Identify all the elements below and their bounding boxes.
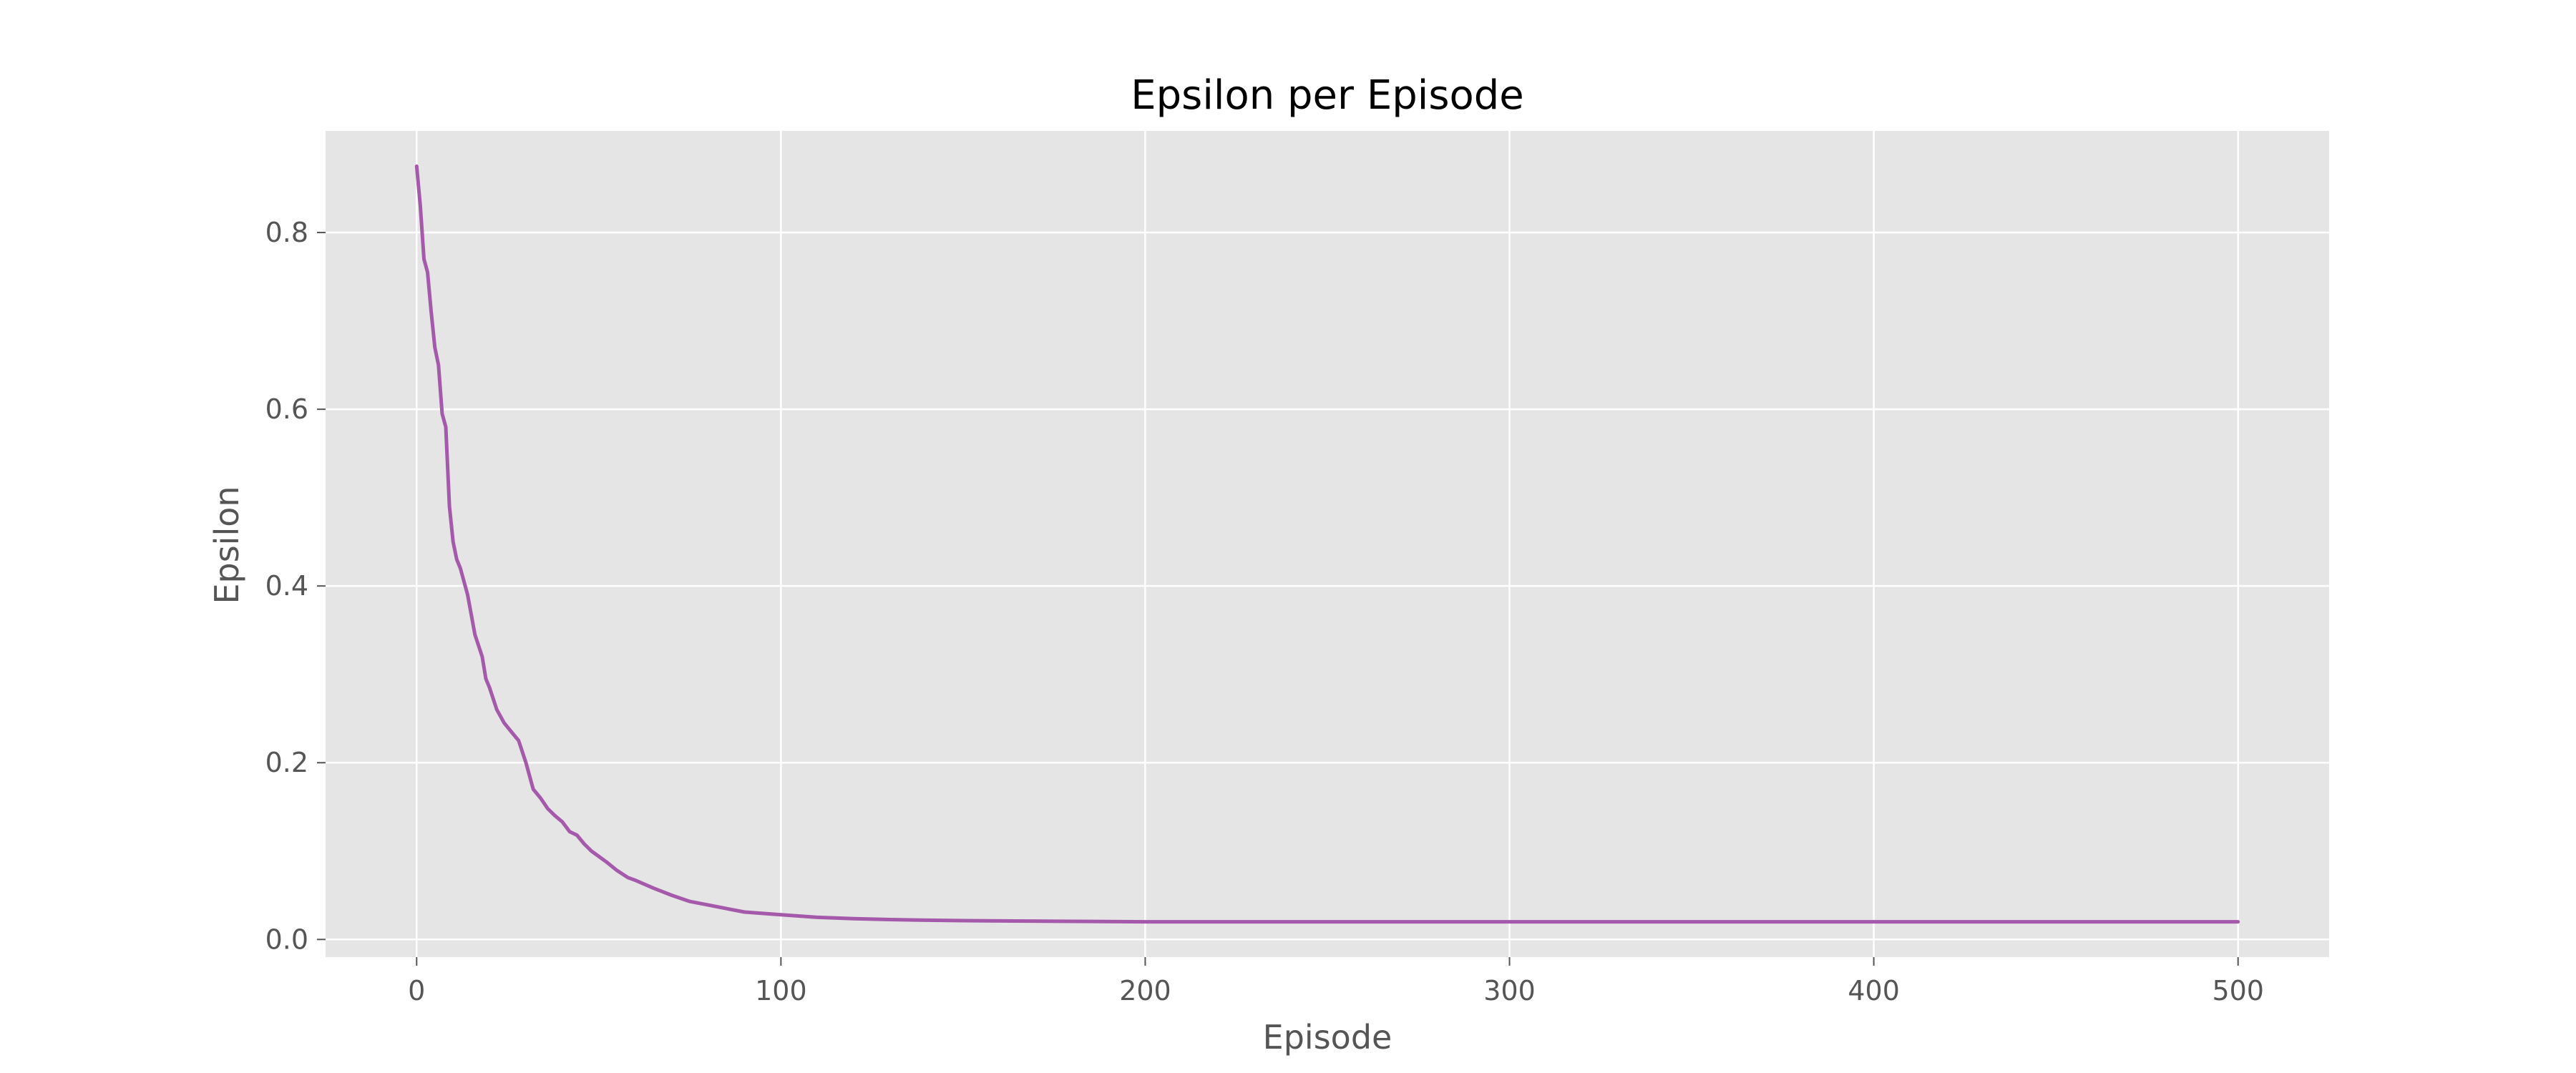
x-axis-label: Episode [1263,1018,1392,1057]
y-tick-label: 0.4 [265,570,308,602]
y-tick-label: 0.2 [265,747,308,778]
epsilon-series-line [414,164,2240,924]
x-grid [416,131,2239,957]
chart-title: Epsilon per Episode [1131,72,1524,119]
y-axis-label: Epsilon [208,486,246,604]
y-grid [326,231,2329,941]
y-tick-label: 0.8 [265,217,308,248]
x-ticks: 0 100 200 300 400 500 [408,957,2264,1006]
x-tick-label: 200 [1119,975,1171,1006]
y-tick-label: 0.0 [265,923,308,955]
x-tick-label: 400 [1848,975,1900,1006]
series-layer [414,164,2240,924]
x-tick-label: 300 [1483,975,1536,1006]
plot-area [326,131,2329,957]
x-tick-label: 500 [2212,975,2264,1006]
y-tick-label: 0.6 [265,393,308,425]
y-ticks: 0.0 0.2 0.4 0.6 0.8 [265,217,326,955]
x-tick-label: 0 [408,975,425,1006]
x-tick-label: 100 [755,975,807,1006]
